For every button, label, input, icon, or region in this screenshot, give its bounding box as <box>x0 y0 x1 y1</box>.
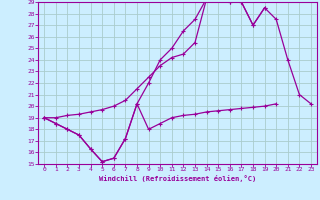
X-axis label: Windchill (Refroidissement éolien,°C): Windchill (Refroidissement éolien,°C) <box>99 175 256 182</box>
